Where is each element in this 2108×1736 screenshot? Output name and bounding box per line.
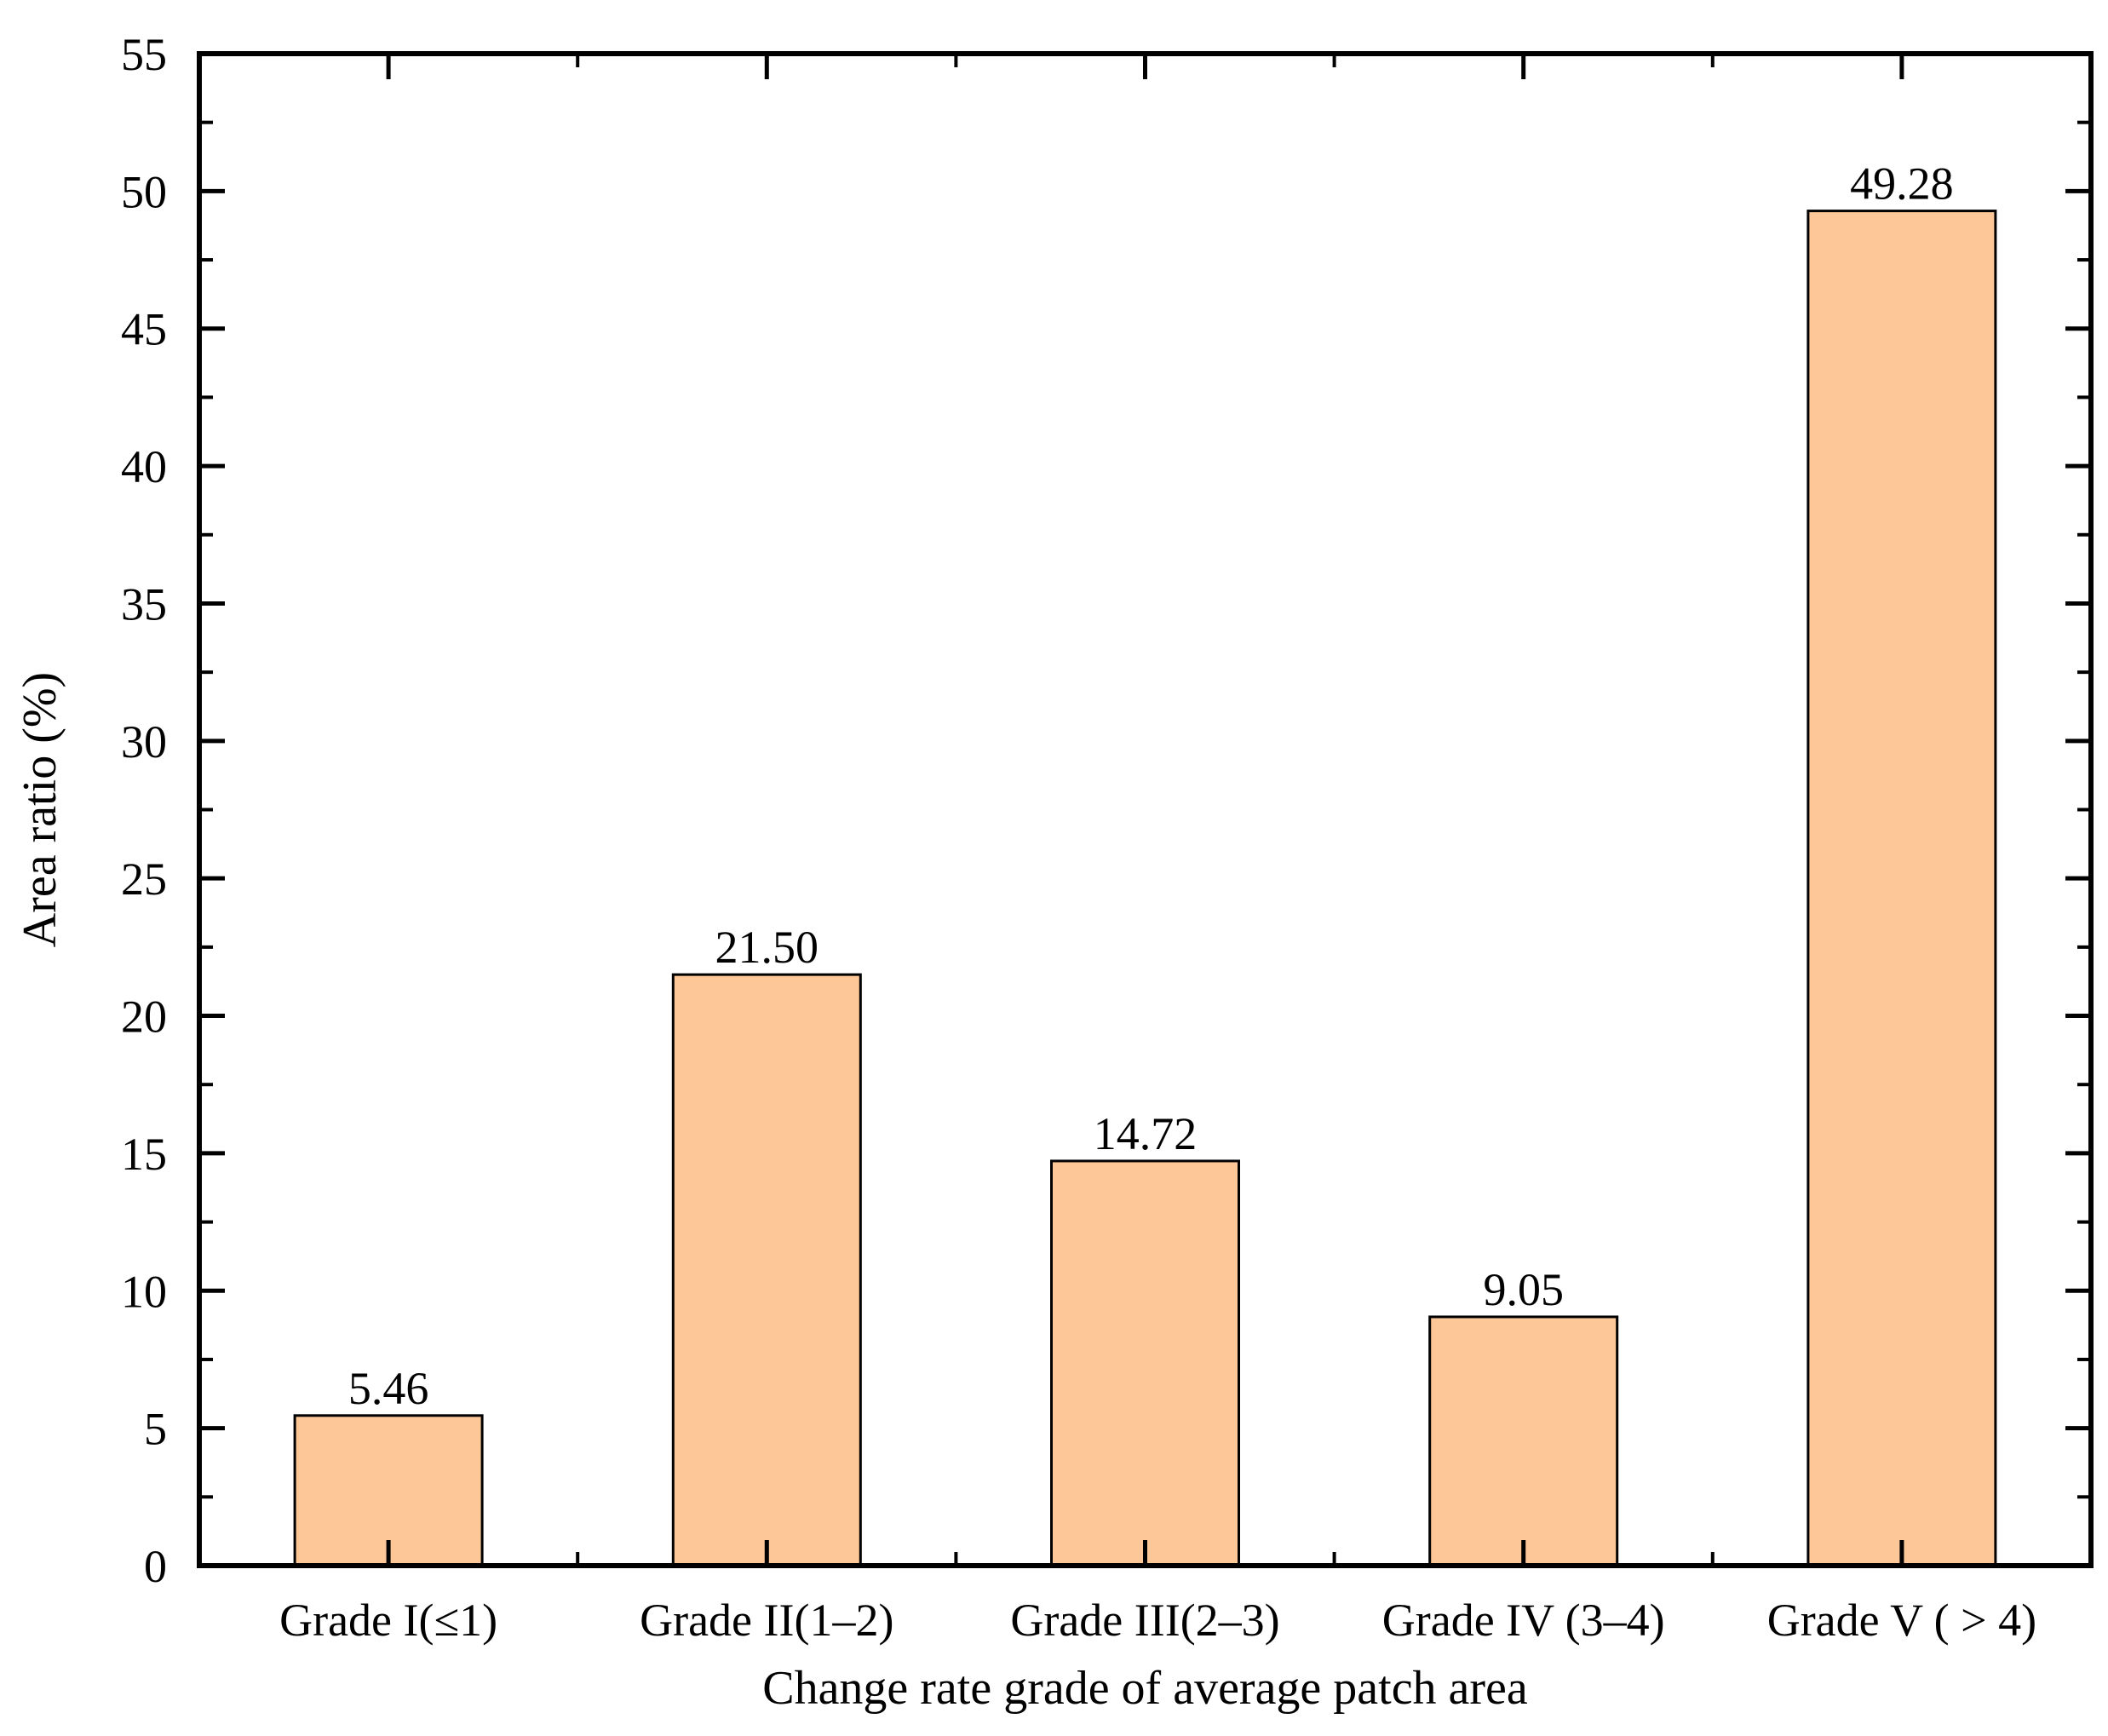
data-label-3: 14.72	[1094, 1108, 1198, 1159]
y-tick-label: 5	[144, 1404, 167, 1455]
x-tick-label-4: Grade IV (3–4)	[1382, 1595, 1665, 1646]
labels-group: 5.46 Grade I(≤1) 21.50 Grade II(1–2) 14.72 Gr…	[121, 29, 2036, 1646]
y-tick-label: 20	[121, 992, 167, 1043]
y-tick-label: 55	[121, 29, 167, 80]
x-tick-label-1: Grade I(≤1)	[279, 1595, 497, 1646]
bar-5	[1806, 210, 1997, 1567]
x-tick-label-5: Grade V ( > 4)	[1767, 1595, 2036, 1646]
bar-2	[671, 973, 862, 1567]
y-tick-label: 40	[121, 441, 167, 492]
y-tick-label: 30	[121, 716, 167, 767]
y-tick-label: 10	[121, 1266, 167, 1317]
bars-group	[293, 210, 1997, 1567]
y-tick-label: 45	[121, 304, 167, 355]
data-label-5: 49.28	[1850, 158, 1954, 210]
y-tick-label: 15	[121, 1129, 167, 1180]
data-label-1: 5.46	[348, 1363, 429, 1414]
bar-3	[1050, 1159, 1240, 1567]
x-axis-title: Change rate grade of average patch area	[762, 1662, 1528, 1715]
y-axis-title: Area ratio (%)	[14, 672, 66, 947]
y-tick-label: 25	[121, 854, 167, 905]
y-tick-label: 0	[144, 1541, 167, 1592]
plot-frame	[197, 51, 2094, 1568]
x-tick-label-2: Grade II(1–2)	[640, 1595, 893, 1646]
x-tick-label-3: Grade III(2–3)	[1010, 1595, 1279, 1646]
data-label-4: 9.05	[1483, 1264, 1564, 1315]
bar-4	[1428, 1315, 1619, 1567]
y-tick-label: 35	[121, 578, 167, 629]
data-label-2: 21.50	[715, 922, 819, 973]
y-tick-label: 50	[121, 166, 167, 217]
